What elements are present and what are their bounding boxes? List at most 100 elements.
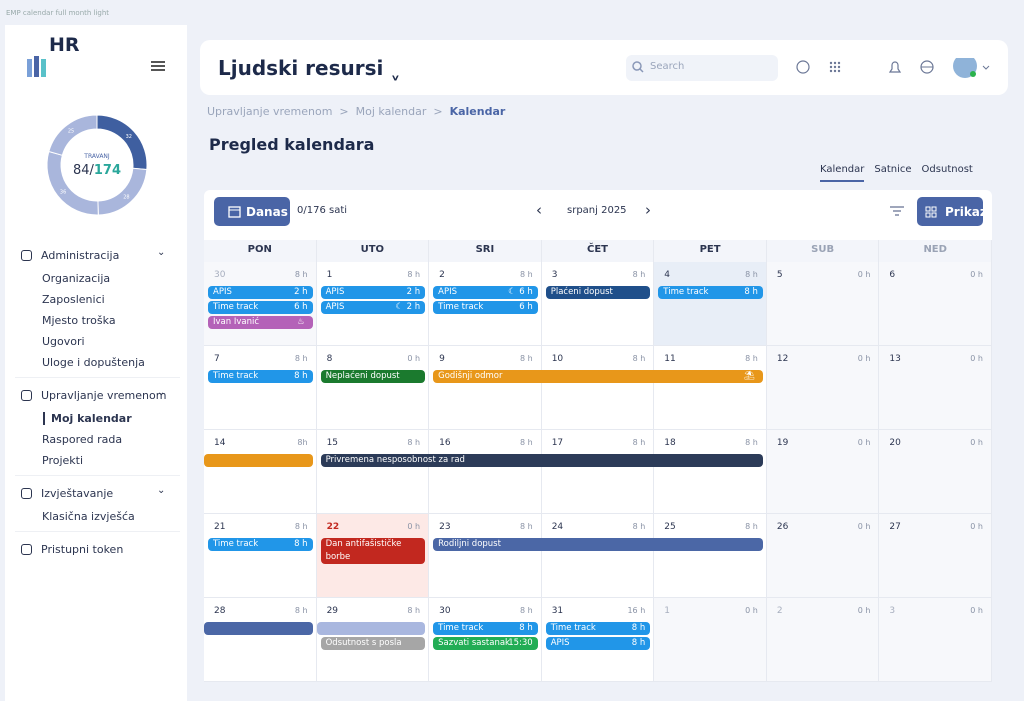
day-cell[interactable]: 26 0 h [766,514,880,598]
day-cell[interactable]: 2 0 h [766,598,880,682]
day-cell[interactable]: 27 0 h [879,514,992,598]
day-cell[interactable]: 16 8 h [429,430,542,514]
day-cell[interactable]: 3 8 h [541,262,655,346]
header-icons[interactable] [794,58,994,78]
event[interactable]: Plaćeni dopust [545,286,651,299]
event[interactable]: Time track 8 h [433,622,538,635]
event[interactable]: Time track 6 h [433,301,538,314]
event-icon: ⛱ [744,371,755,381]
day-cell[interactable]: 3 0 h [879,598,992,682]
today-button[interactable]: Danas [214,197,290,226]
day-cell[interactable]: 17 8 h [541,430,655,514]
nav-section[interactable]: Izvještavanje [41,487,114,500]
event[interactable]: APIS 2 h ☾ [320,301,426,314]
day-hours: 8 h [407,606,421,615]
app-title[interactable]: Ljudski resursi ˬ [218,56,401,80]
tab[interactable]: Satnice [874,164,912,175]
day-cell[interactable]: 13 0 h [879,346,992,430]
day-hours: 8 h [294,606,308,615]
nav-item[interactable]: Ugovori [42,335,85,348]
event[interactable] [204,622,313,635]
nav-section[interactable]: Pristupni token [41,543,124,556]
day-cell[interactable]: 20 0 h [879,430,992,514]
event[interactable]: Time track 8 h [208,370,313,383]
day-hours: 0 h [407,522,421,531]
day-cell[interactable]: 23 8 h [429,514,542,598]
donut-segment [96,114,148,171]
event-hours: 6 h [294,302,308,312]
nav-section[interactable]: Upravljanje vremenom [41,389,167,402]
event[interactable]: APIS 2 h [320,286,426,299]
day-cell[interactable]: 10 8 h [541,346,655,430]
breadcrumb-item[interactable]: Upravljanje vremenom [207,105,333,118]
event-label: Rodiljni dopust [438,539,501,549]
nav-item[interactable]: Organizacija [42,272,111,285]
event[interactable]: Time track 8 h [545,622,651,635]
filter-icon[interactable] [889,205,905,217]
day-number: 16 [439,438,451,448]
hours-summary: 0/176 sati [297,205,348,216]
day-number: 15 [326,438,339,448]
nav-item[interactable]: Uloge i dopuštenja [42,356,145,369]
nav-item[interactable]: Raspored rada [42,433,123,446]
day-cell[interactable]: 12 0 h [766,346,880,430]
logo-text: HR [49,34,80,56]
breadcrumb-item[interactable]: Moj kalendar [355,105,427,118]
prev-month[interactable]: ‹ [536,201,542,219]
search[interactable]: Search [626,55,778,81]
tab[interactable]: Odsutnost [921,164,973,175]
event[interactable]: Dan antifašističke borbe [320,538,426,564]
weekday-header: SUB [766,240,880,262]
event[interactable]: Time track 8 h [658,286,763,299]
sidebar: 32 28 36 25 TRAVANJ 84/174 Administracija ⌄ O… [5,25,187,701]
event[interactable] [316,622,426,635]
day-cell[interactable]: 14 8h [204,430,317,514]
menu-toggle[interactable] [151,61,165,71]
day-cell[interactable]: 9 8 h [429,346,542,430]
nav-item[interactable]: Moj kalendar [43,412,132,425]
day-hours: 8 h [632,354,646,363]
day-cell[interactable]: 24 8 h [541,514,655,598]
nav-item[interactable]: Klasična izvješća [42,510,135,523]
event[interactable] [204,454,313,467]
day-cell[interactable]: 25 8 h [654,514,767,598]
nav-item[interactable]: Zaposlenici [42,293,105,306]
day-cell[interactable]: 8 0 h [316,346,430,430]
event[interactable]: Godišnji odmor ⛱ [433,370,763,383]
day-cell[interactable]: 28 8 h [204,598,317,682]
day-cell[interactable]: 6 0 h [879,262,992,346]
event[interactable]: Time track 8 h [208,538,313,551]
day-cell[interactable]: 15 8 h [316,430,430,514]
event-hours: 8 h [631,623,646,633]
event-icon: ♨ [296,317,305,327]
event[interactable]: APIS 2 h [208,286,313,299]
event[interactable]: APIS 8 h [545,637,651,650]
event[interactable]: APIS 6 h ☾ [433,286,538,299]
event[interactable]: Privremena nesposobnost za rad [320,454,763,467]
nav-item[interactable]: Projekti [42,454,84,467]
day-cell[interactable]: 18 8 h [654,430,767,514]
day-cell[interactable]: 5 0 h [766,262,880,346]
next-month[interactable]: › [645,201,651,219]
day-hours: 0 h [857,270,871,279]
event[interactable]: Ivan Ivanić ♨ [208,316,313,329]
event[interactable]: Odsutnost s posla [320,637,426,650]
nav-section[interactable]: Administracija [41,249,120,262]
view-button[interactable]: Prikaz [917,197,987,226]
day-cell[interactable]: 4 8 h [654,262,767,346]
event[interactable]: Time track 6 h [208,301,313,314]
event[interactable]: Sazvati sastanak 15:30 [433,637,538,650]
day-cell[interactable]: 19 0 h [766,430,880,514]
day-cell[interactable]: 1 0 h [654,598,767,682]
day-cell[interactable]: 7 8 h [204,346,317,430]
tab[interactable]: Kalendar [820,164,865,182]
day-hours: 16 h [627,606,646,615]
day-number: 31 [551,606,564,616]
day-cell[interactable]: 11 8 h [654,346,767,430]
day-number: 3 [551,270,558,280]
nav-item[interactable]: Mjesto troška [42,314,116,327]
event[interactable]: Neplaćeni dopust [320,370,426,383]
event[interactable]: Rodiljni dopust [433,538,763,551]
day-cell[interactable]: 21 8 h [204,514,317,598]
event-hours: 8 h [519,623,533,633]
